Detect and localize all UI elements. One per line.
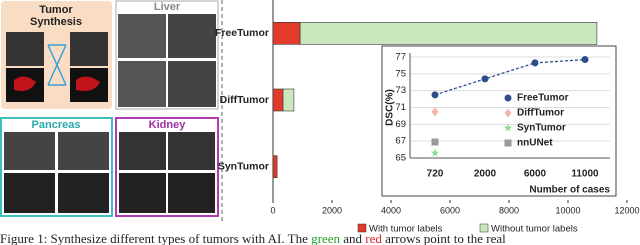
mask-shape <box>76 76 100 91</box>
caption-part: green <box>311 231 340 245</box>
scan-image <box>168 61 216 107</box>
y-tick-label: 65 <box>395 153 406 164</box>
y-tick-label: DiffTumor <box>220 94 269 106</box>
scan-image <box>4 132 55 170</box>
y-tick-label: SynTumor <box>218 160 269 172</box>
x-tick-label: 0 <box>270 205 275 215</box>
bar-segment <box>282 88 295 112</box>
point <box>481 75 489 83</box>
x-tick-label: 11000 <box>571 169 599 180</box>
scan-image <box>168 132 215 170</box>
point <box>431 107 439 117</box>
panel-title: Tumor <box>39 4 73 16</box>
scan-image <box>168 14 216 58</box>
caption-part: Figure 1: Synthesize different types of … <box>0 231 311 245</box>
y-axis-label: DSC(%) <box>385 89 396 126</box>
point <box>503 123 513 132</box>
organ-label: Kidney <box>149 119 187 131</box>
x-tick-label: 2000 <box>474 169 497 180</box>
network-icon <box>47 44 67 86</box>
y-tick-label: 77 <box>395 52 406 63</box>
legend-label: DiffTumor <box>517 108 564 119</box>
bar-segment <box>272 155 278 178</box>
scan-image <box>4 173 55 213</box>
legend-label: SynTumor <box>517 123 566 134</box>
bar-segment <box>272 88 284 112</box>
scan-image <box>58 173 109 213</box>
scan-image <box>119 132 166 170</box>
caption-part: red <box>365 231 382 245</box>
x-tick-label: 4000 <box>381 205 401 215</box>
legend-label: With tumor labels <box>369 224 443 235</box>
series-line <box>434 58 586 96</box>
point <box>430 148 440 157</box>
bar-segment <box>272 22 301 45</box>
liver-panel <box>115 0 219 110</box>
point <box>531 59 539 67</box>
organ-label: Pancreas <box>32 119 81 131</box>
caption-part: arrows point to the real <box>382 231 506 245</box>
point <box>504 108 512 118</box>
x-tick-label: 10000 <box>555 205 580 215</box>
x-tick-label: 6000 <box>440 205 460 215</box>
scan-image <box>168 173 215 213</box>
x-tick-label: 720 <box>427 169 444 180</box>
x-tick-label: 2000 <box>322 205 342 215</box>
point <box>581 56 589 64</box>
legend-swatch <box>479 223 489 233</box>
point <box>431 91 439 99</box>
panel-title: Synthesis <box>30 16 82 28</box>
y-tick-label: 71 <box>395 102 406 113</box>
point <box>504 94 512 102</box>
y-tick-label: 67 <box>395 136 406 147</box>
legend-label: nnUNet <box>517 138 553 149</box>
point <box>504 139 512 147</box>
y-tick-label: 73 <box>395 85 406 96</box>
scan-image <box>70 32 108 66</box>
legend-label: FreeTumor <box>517 93 569 104</box>
legend-label: Without tumor labels <box>491 224 578 235</box>
kidney-panel <box>115 117 219 217</box>
y-tick-label: FreeTumor <box>215 27 269 39</box>
bar-segment <box>299 22 598 45</box>
point <box>431 138 439 146</box>
x-tick-label: 8000 <box>499 205 519 215</box>
scan-image <box>6 32 44 66</box>
scan-image <box>118 61 166 107</box>
y-tick-label: 75 <box>395 68 406 79</box>
inset-frame <box>381 45 617 197</box>
caption: Figure 1: Synthesize different types of … <box>0 231 506 245</box>
x-axis-label: Number of cases <box>529 185 610 196</box>
pancreas-panel <box>0 117 113 217</box>
y-tick-label: 69 <box>395 119 406 130</box>
scan-image <box>118 14 166 58</box>
scan-image <box>119 173 166 213</box>
x-tick-label: 12000 <box>614 205 639 215</box>
legend-swatch <box>357 223 367 233</box>
caption-part: and <box>340 231 365 245</box>
scan-image <box>58 132 109 170</box>
organ-label: Liver <box>154 1 181 13</box>
x-tick-label: 6000 <box>524 169 547 180</box>
mask-shape <box>14 76 36 91</box>
